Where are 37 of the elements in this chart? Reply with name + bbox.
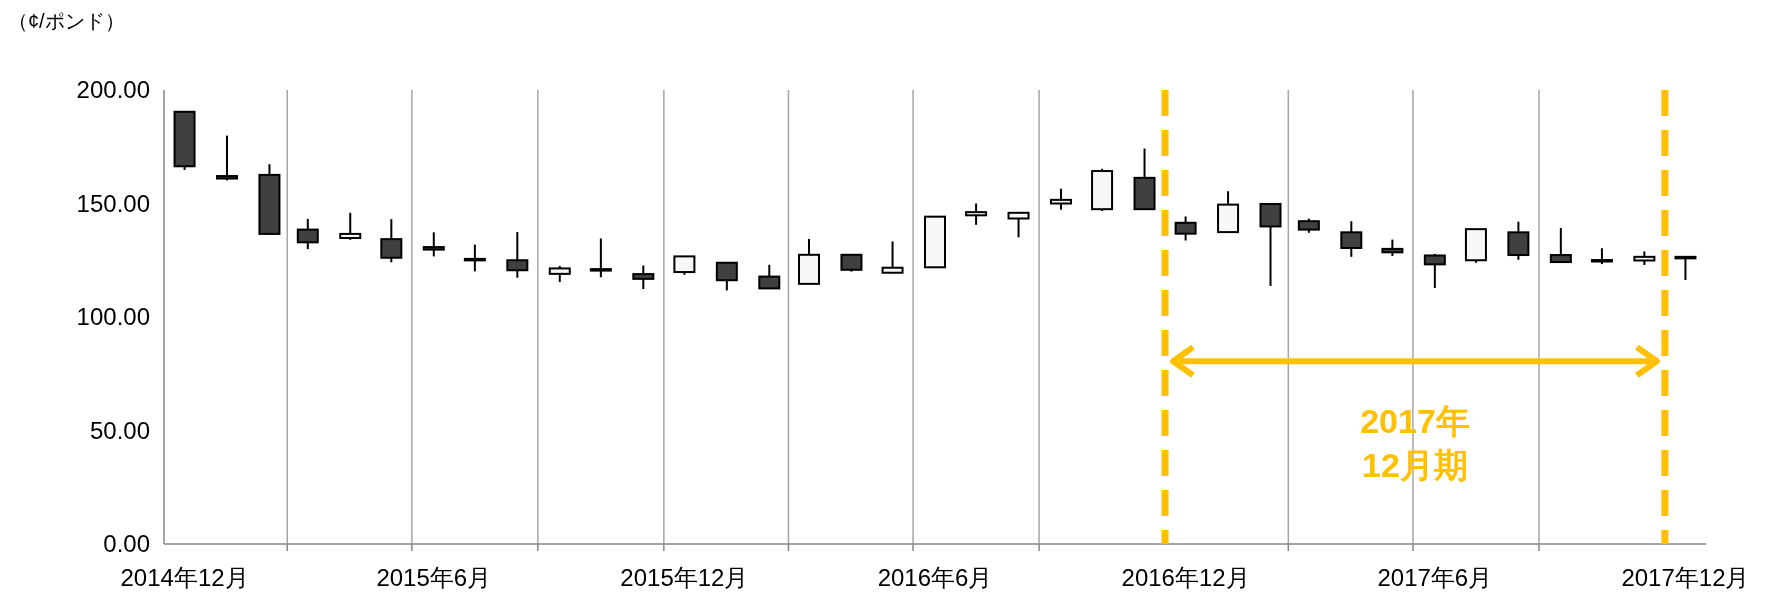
candlestick (1674, 255, 1697, 281)
y-tick-label: 50.00 (89, 416, 150, 444)
candlestick (380, 218, 403, 264)
x-tick-label: 2015年12月 (620, 564, 749, 591)
candlestick (422, 231, 445, 258)
x-tick-label: 2017年6月 (1377, 564, 1493, 591)
y-axis-title: （¢/ポンド） (8, 10, 125, 32)
y-tick-label: 150.00 (76, 189, 150, 217)
candlestick (1549, 227, 1572, 264)
x-tick-label: 2016年6月 (877, 564, 993, 591)
candlestick (1049, 187, 1072, 211)
x-tick-label: 2016年12月 (1121, 564, 1250, 591)
x-tick-label: 2017年12月 (1621, 564, 1750, 591)
annotation: 2017年 12月期 (1360, 401, 1470, 484)
candlestick (1174, 215, 1197, 242)
y-tick-label: 100.00 (76, 303, 150, 331)
candlestick (1340, 220, 1363, 258)
candlestick (1507, 220, 1530, 261)
candlestick (1007, 211, 1030, 239)
candlestick (463, 243, 486, 273)
candlestick (216, 134, 238, 182)
candlestick (339, 211, 362, 241)
x-tick-label: 2014年12月 (120, 564, 249, 591)
candlestick (881, 240, 904, 275)
x-tick-label: 2015年6月 (376, 564, 492, 591)
y-tick-label: 0.00 (103, 530, 150, 558)
candlestick (589, 237, 612, 279)
candlestick (758, 263, 781, 290)
candlestick (715, 261, 738, 292)
candlestick (632, 264, 655, 291)
candlestick (506, 231, 529, 279)
candlestick (673, 255, 696, 276)
candlestick (965, 202, 988, 226)
candlestick (1259, 202, 1282, 287)
y-tick-label: 200.00 (76, 76, 150, 104)
candlestick (1423, 252, 1446, 289)
candlestick (296, 217, 319, 251)
